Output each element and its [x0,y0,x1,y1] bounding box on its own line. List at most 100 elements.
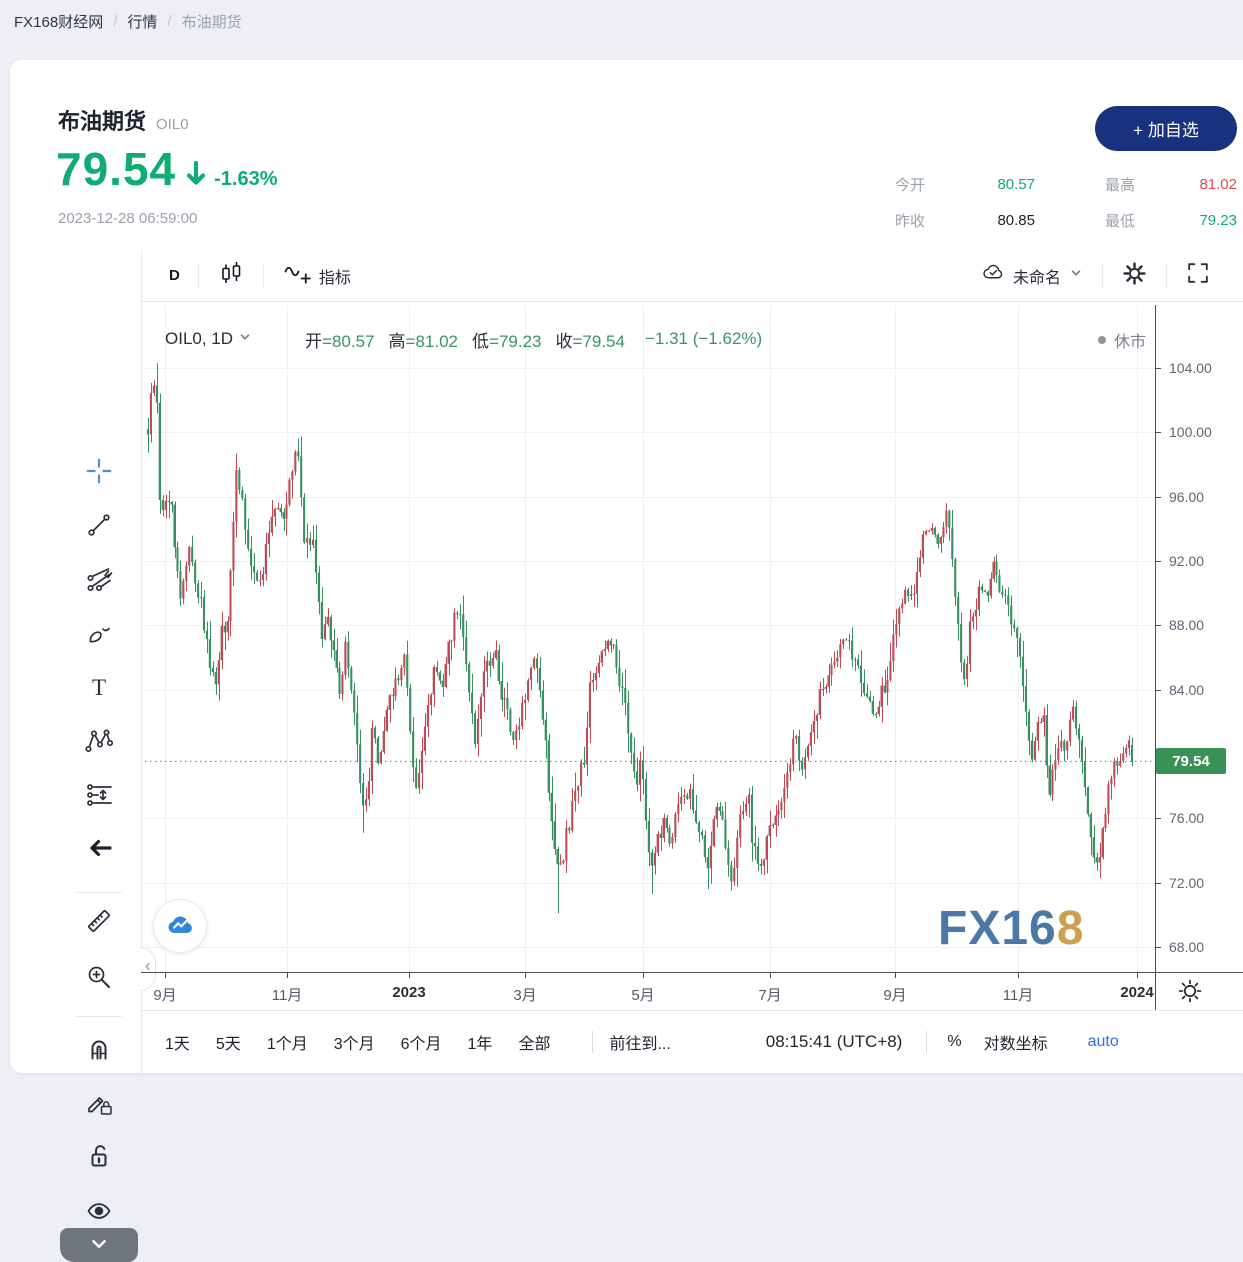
ohlc-label: 收 [555,331,573,351]
range-button-5[interactable]: 6个月 [400,1035,442,1053]
price-axis-label: 104.00 [1169,360,1212,376]
status-dot-icon [1098,336,1106,344]
breadcrumb-separator: / [113,13,118,30]
time-axis[interactable]: 9月 11月 2023 3月 5月 7月 9月 11月 2024 [141,972,1243,1011]
tool-arrow-back[interactable] [84,835,114,865]
chart-logo-button[interactable] [153,899,207,953]
clock-timezone-button[interactable]: 08:15:41 (UTC+8) [765,1031,903,1051]
time-axis-tick [643,973,644,978]
chevron-down-icon [1068,265,1084,286]
instrument-title: 布油期货 [58,109,147,134]
range-button-4[interactable]: 3个月 [333,1035,375,1053]
time-axis-tick [1137,973,1138,978]
chevron-down-icon [237,329,253,350]
stat-open: 今开 80.57 [895,173,1035,195]
fullscreen-button[interactable] [1175,254,1221,297]
tool-drawing-lock[interactable] [84,1090,114,1120]
arrow-back-icon [85,834,113,867]
time-axis-tick [165,973,166,978]
ohlc-close: 收=79.54 [556,327,625,352]
goto-date-button[interactable]: 前往到... [609,1035,671,1053]
range-button-3[interactable]: 1个月 [266,1035,308,1053]
chart-canvas[interactable] [145,305,1155,972]
breadcrumb-site[interactable]: FX168财经网 [14,14,104,31]
time-axis-label: 7月 [758,987,782,1004]
stat-prev-close: 昨收 80.85 [895,209,1035,231]
tool-crosshair[interactable] [84,458,114,488]
price-axis[interactable]: 79.54 104.00 100.00 96.00 92.00 88.00 84.00 76… [1155,305,1243,972]
layout-name: 未命名 [1012,269,1061,287]
market-status-label: 休市 [1114,334,1147,351]
ohlc-value: =81.02 [405,331,459,351]
breadcrumb-current: 布油期货 [181,14,242,31]
chart-bottom-toolbar: 1天 5天 1个月 3个月 6个月 1年 全部 前往到... 08:15:41 (UTC+8)%… [141,1010,1243,1072]
breadcrumb-quotes[interactable]: 行情 [127,14,158,31]
time-axis-label: 9月 [153,987,177,1004]
tool-hide-drawings[interactable] [84,1198,114,1228]
svg-text:T: T [92,675,106,700]
watermark-blue: FX16 [938,902,1057,955]
instrument-name: 布油期货 OIL0 [58,104,189,136]
tool-ruler[interactable] [84,908,114,938]
current-price-badge: 79.54 [1156,748,1226,775]
magnet-icon [85,1034,113,1067]
tool-gann-fib[interactable] [84,566,114,596]
tool-forecast[interactable] [84,781,114,811]
ohlc-values: 开=80.57 高=81.02 低=79.23 收=79.54 −1.31 (−1.62… [305,327,762,352]
settings-button[interactable] [1111,254,1158,298]
stat-label: 最高 [1105,176,1136,194]
log-scale-button[interactable]: 对数坐标 [983,1035,1048,1053]
stat-label: 昨收 [895,212,926,230]
time-axis-label: 11月 [271,987,303,1004]
chart-style-button[interactable] [207,254,255,297]
tool-trend-line[interactable] [84,512,114,542]
collapse-left-icon [141,960,154,978]
brush-icon [85,619,113,652]
tool-lock-all[interactable] [84,1143,114,1173]
time-axis-tick [287,973,288,978]
chart-legend: OIL0, 1D 开=80.57 高=81.02 低=79.23 收=79.54 −1.… [165,326,762,352]
save-layout-button[interactable]: 未命名 [970,255,1094,296]
tool-text[interactable]: T [84,674,114,704]
lock-all-icon [85,1142,113,1175]
tool-magnet[interactable] [84,1035,114,1065]
theme-sun-button[interactable] [1176,978,1204,1006]
price-axis-tick [1156,818,1161,819]
percent-scale-button[interactable]: % [947,1032,962,1050]
range-button-1[interactable]: 1天 [165,1035,190,1053]
chevron-down-icon [86,1231,112,1260]
toolbar-more-button[interactable] [60,1228,138,1262]
stat-label: 最低 [1105,212,1136,230]
cloud-check-icon [980,261,1006,290]
stat-low: 最低 79.23 [1105,209,1237,231]
price-axis-label: 88.00 [1169,617,1205,634]
series-menu[interactable]: OIL0, 1D [165,329,253,350]
interval-button[interactable]: D [159,261,190,290]
indicators-label: 指标 [318,269,351,287]
range-button-7[interactable]: 全部 [518,1035,551,1053]
watermark-gold: 8 [1056,902,1085,955]
range-button-2[interactable]: 5天 [215,1035,241,1053]
fx168-watermark: FX168 [938,905,1084,953]
price-block: 79.54 -1.63% [56,142,278,196]
ohlc-label: 开 [305,331,323,351]
tool-xabcd-pattern[interactable] [84,727,114,757]
tool-brush[interactable] [84,620,114,650]
ohlc-open: 开=80.57 [305,327,374,352]
price-axis-label: 96.00 [1169,488,1205,505]
zoom-in-icon [85,963,113,996]
time-axis-tick [525,973,526,978]
indicators-button[interactable]: 指标 [272,253,361,298]
bottom-bar-divider [926,1030,928,1053]
price-axis-tick [1156,368,1161,369]
trend-line-icon [85,511,113,544]
arrow-down-icon [186,160,206,193]
price-axis-label: 92.00 [1169,553,1205,569]
tool-zoom-in[interactable] [84,964,114,994]
time-axis-tick [895,973,896,978]
add-watchlist-button[interactable]: + 加自选 [1095,106,1237,151]
auto-scale-button[interactable]: auto [1087,1032,1119,1050]
ruler-icon [85,907,113,940]
range-button-6[interactable]: 1年 [467,1035,493,1053]
breadcrumb: FX168财经网 / 行情 / 布油期货 [14,11,242,32]
